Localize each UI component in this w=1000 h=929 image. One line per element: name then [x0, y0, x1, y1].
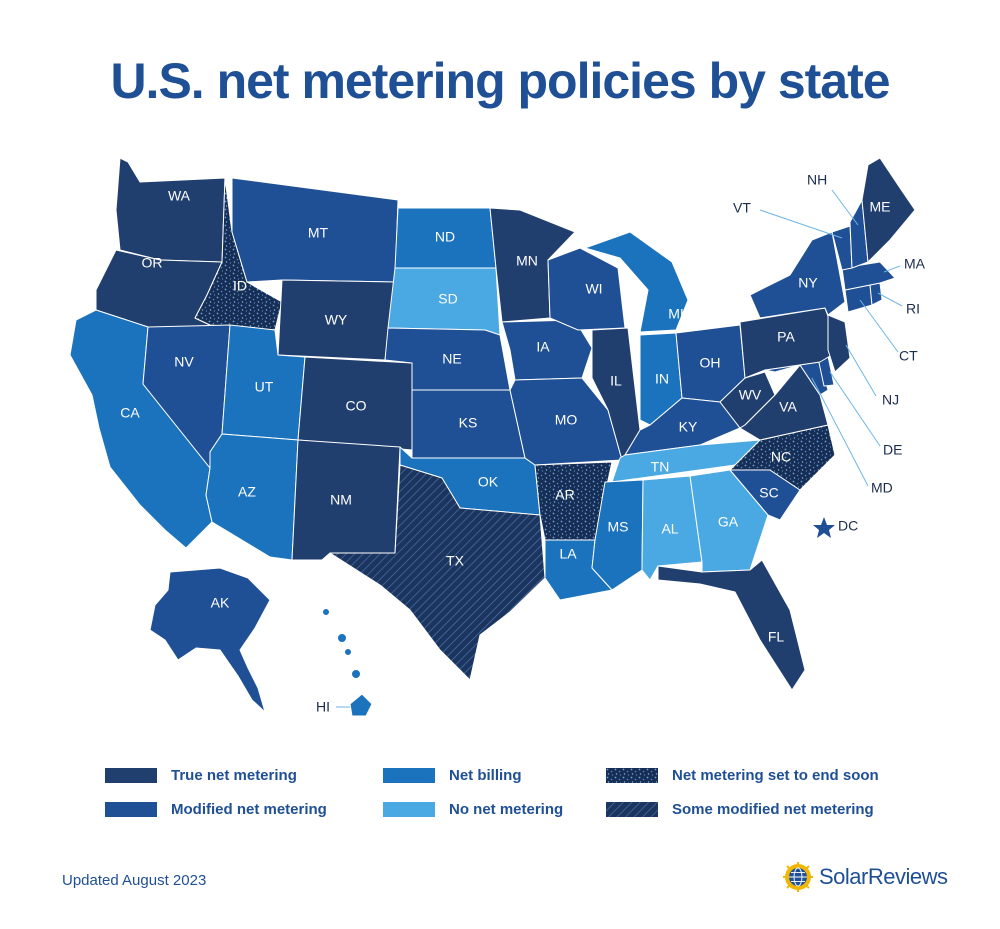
label-WV: WV — [739, 387, 762, 403]
callout-MD: MD — [871, 480, 893, 496]
legend-ending-soon: Net metering set to end soon — [606, 766, 879, 784]
legend-label: No net metering — [449, 800, 564, 818]
leader-vt — [759, 209, 843, 239]
label-OR: OR — [142, 255, 163, 271]
callout-VT: VT — [733, 200, 751, 216]
label-SC: SC — [759, 485, 778, 501]
label-IN: IN — [655, 371, 669, 387]
legend-swatch — [105, 767, 157, 783]
label-SD: SD — [438, 291, 457, 307]
leader-md — [811, 377, 869, 487]
label-MO: MO — [555, 412, 578, 428]
label-AL: AL — [661, 521, 678, 537]
label-NM: NM — [330, 492, 352, 508]
label-WY: WY — [325, 312, 348, 328]
label-WA: WA — [168, 188, 191, 204]
label-GA: GA — [718, 514, 739, 530]
label-FL: FL — [768, 629, 785, 645]
state-MA — [841, 261, 896, 291]
legend-swatch-speckle — [606, 767, 658, 783]
callout-MA: MA — [904, 256, 926, 272]
label-VA: VA — [779, 399, 797, 415]
dc-star-icon — [813, 517, 835, 538]
label-TX: TX — [446, 553, 465, 569]
leader-de — [829, 371, 881, 447]
sun-globe-icon — [783, 862, 813, 892]
updated-date: Updated August 2023 — [62, 872, 207, 889]
legend-swatch-hatch — [606, 801, 658, 817]
state-HI — [349, 693, 373, 717]
label-CA: CA — [120, 405, 140, 421]
callout-DC: DC — [838, 518, 858, 534]
legend-swatch — [105, 801, 157, 817]
label-TN: TN — [651, 459, 670, 475]
callout-RI: RI — [906, 301, 920, 317]
state-MO — [509, 377, 623, 466]
label-ID: ID — [233, 278, 247, 294]
label-KY: KY — [679, 419, 698, 435]
leader-ct — [859, 299, 899, 353]
label-LA: LA — [559, 546, 577, 562]
leader-ri — [877, 292, 903, 307]
callout-NJ: NJ — [882, 392, 899, 408]
label-KS: KS — [459, 415, 478, 431]
legend-some-modified: Some modified net metering — [606, 800, 874, 818]
label-NC: NC — [771, 449, 791, 465]
legend-modified-net-metering: Modified net metering — [105, 800, 327, 818]
state-AK — [149, 567, 271, 713]
us-map: WA OR CA ID NV MT WY UT AZ CO NM ND SD N… — [69, 157, 926, 717]
label-AK: AK — [211, 595, 230, 611]
legend-true-net-metering: True net metering — [105, 766, 297, 784]
label-IL: IL — [610, 373, 622, 389]
legend-net-billing: Net billing — [383, 766, 522, 784]
state-TX — [329, 464, 546, 681]
legend-label: Modified net metering — [171, 800, 327, 818]
label-MN: MN — [516, 253, 538, 269]
legend-swatch — [383, 801, 435, 817]
label-PA: PA — [777, 329, 795, 345]
leader-nj — [845, 344, 877, 397]
label-ND: ND — [435, 229, 455, 245]
callout-NH: NH — [807, 172, 827, 188]
page-title: U.S. net metering policies by state — [110, 53, 890, 109]
state-NJ — [827, 314, 851, 373]
leader-nh — [831, 189, 859, 226]
hawaii-island-small — [323, 609, 329, 615]
callout-HI: HI — [316, 699, 330, 715]
label-OH: OH — [700, 355, 721, 371]
hawaii-island-small — [345, 649, 351, 655]
hawaii-island-small — [352, 670, 360, 678]
label-MS: MS — [608, 519, 629, 535]
label-NY: NY — [798, 275, 818, 291]
brand-logo[interactable]: SolarReviews — [783, 862, 948, 892]
callout-DE: DE — [883, 442, 902, 458]
legend-swatch — [383, 767, 435, 783]
legend-label: True net metering — [171, 766, 297, 784]
label-UT: UT — [255, 379, 274, 395]
legend-label: Net billing — [449, 766, 522, 784]
legend-no-net-metering: No net metering — [383, 800, 564, 818]
label-MT: MT — [308, 225, 329, 241]
label-AZ: AZ — [238, 484, 256, 500]
legend-label: Some modified net metering — [672, 800, 874, 818]
state-FL — [657, 559, 806, 691]
state-WA — [115, 157, 226, 263]
label-NE: NE — [442, 351, 461, 367]
label-NV: NV — [174, 354, 194, 370]
label-MI: MI — [668, 306, 684, 322]
state-ME — [861, 157, 916, 263]
label-WI: WI — [585, 281, 602, 297]
label-ME: ME — [870, 199, 891, 215]
state-MI — [584, 231, 689, 333]
label-IA: IA — [536, 339, 550, 355]
legend-label: Net metering set to end soon — [672, 766, 879, 784]
label-CO: CO — [346, 398, 367, 414]
leader-ma — [883, 265, 901, 273]
state-NY — [749, 231, 846, 319]
callout-CT: CT — [899, 348, 918, 364]
label-OK: OK — [478, 474, 499, 490]
label-AR: AR — [555, 487, 574, 503]
hawaii-island-small — [338, 634, 346, 642]
brand-name: SolarReviews — [819, 864, 948, 889]
